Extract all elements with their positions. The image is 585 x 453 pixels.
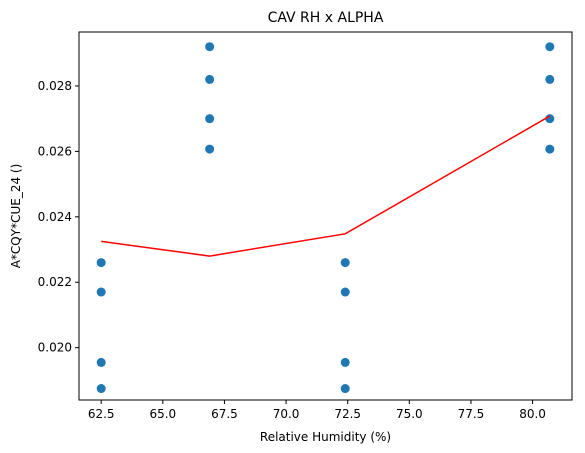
- x-axis-label: Relative Humidity (%): [260, 430, 391, 444]
- scatter-point: [205, 42, 215, 52]
- scatter-point: [545, 114, 555, 124]
- y-tick-label: 0.020: [38, 341, 72, 355]
- y-axis: 0.020 0.022 0.024 0.026 0.028: [38, 79, 79, 355]
- scatter-point: [96, 357, 106, 367]
- x-tick-label: 67.5: [211, 407, 238, 421]
- scatter-point: [545, 42, 555, 52]
- scatter-point: [340, 384, 350, 394]
- scatter-point: [340, 357, 350, 367]
- scatter-point: [96, 287, 106, 297]
- scatter-point: [205, 144, 215, 154]
- scatter-point: [340, 287, 350, 297]
- x-tick-label: 80.0: [519, 407, 546, 421]
- y-tick-label: 0.028: [38, 79, 72, 93]
- y-axis-label: A*CQY*CUE_24 (): [9, 164, 23, 269]
- plot-frame: [78, 31, 573, 401]
- scatter-point: [340, 258, 350, 268]
- x-tick-label: 77.5: [458, 407, 485, 421]
- x-tick-label: 62.5: [88, 407, 115, 421]
- scatter-point: [205, 114, 215, 124]
- x-tick-label: 70.0: [273, 407, 300, 421]
- y-tick-label: 0.026: [38, 144, 72, 158]
- scatter-point: [96, 384, 106, 394]
- y-tick-label: 0.022: [38, 275, 72, 289]
- y-tick-label: 0.024: [38, 210, 72, 224]
- scatter-point: [96, 258, 106, 268]
- x-axis: 62.5 65.0 67.5 70.0 72.5 75.0 77.5 80.0: [88, 400, 546, 421]
- trend-line: [101, 115, 551, 257]
- x-tick-label: 65.0: [149, 407, 176, 421]
- plot-area: [96, 42, 555, 394]
- x-tick-label: 75.0: [396, 407, 423, 421]
- chart-title: CAV RH x ALPHA: [268, 10, 384, 26]
- x-tick-label: 72.5: [334, 407, 361, 421]
- scatter-point: [545, 144, 555, 154]
- scatter-point: [545, 74, 555, 84]
- scatter-point: [205, 74, 215, 84]
